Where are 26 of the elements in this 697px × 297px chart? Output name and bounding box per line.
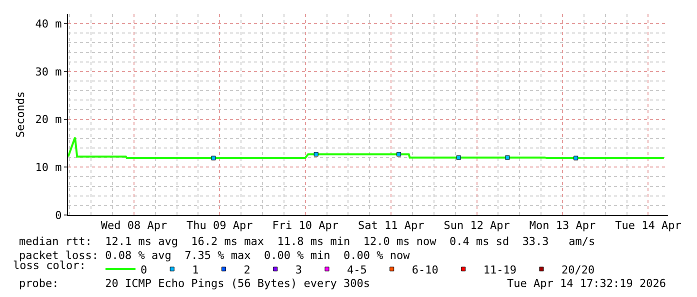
legend-label: 11-19 bbox=[483, 263, 516, 276]
x-tick-label: Fri 10 Apr bbox=[272, 219, 339, 232]
x-tick-label: Wed 08 Apr bbox=[100, 219, 168, 232]
y-tick-label: 30 m bbox=[35, 65, 62, 78]
y-tick-label: 0 bbox=[55, 208, 62, 222]
x-tick-label: Sun 12 Apr bbox=[444, 219, 510, 232]
text: packet loss: 0.08 % avg 7.35 % max 0.00 % min 0.00 % now bbox=[19, 249, 410, 262]
legend-label: 1 bbox=[192, 263, 199, 276]
legend-label: 3 bbox=[295, 263, 302, 276]
legend-label: 20/20 bbox=[561, 263, 595, 276]
line-series bbox=[68, 136, 665, 160]
y-tick-label: 40 m bbox=[35, 17, 62, 30]
text: Tue Apr 14 17:32:19 2026 bbox=[507, 277, 666, 290]
legend-label: 2 bbox=[244, 263, 250, 276]
y-tick-label: 10 m bbox=[35, 160, 62, 174]
x-tick-label: Thu 09 Apr bbox=[186, 219, 254, 232]
x-tick-label: Sat 11 Apr bbox=[358, 219, 425, 232]
y-axis-title: Seconds bbox=[14, 91, 27, 138]
y-tick-label: 20 m bbox=[35, 113, 62, 126]
legend-label: 4-5 bbox=[346, 263, 367, 276]
text: probe: 20 ICMP Echo Pings (56 Bytes) every 300s bbox=[19, 277, 370, 290]
x-tick-label: Tue 14 Apr bbox=[615, 219, 682, 232]
x-tick-label: Mon 13 Apr bbox=[529, 219, 596, 232]
legend-label: 6-10 bbox=[412, 263, 438, 276]
legend-label: 0 bbox=[140, 263, 148, 276]
text: median rtt: 12.1 ms avg 16.2 ms max 11.8 ms min 12.0 ms now 0.4 ms sd 33.3 am/s bbox=[19, 235, 596, 248]
